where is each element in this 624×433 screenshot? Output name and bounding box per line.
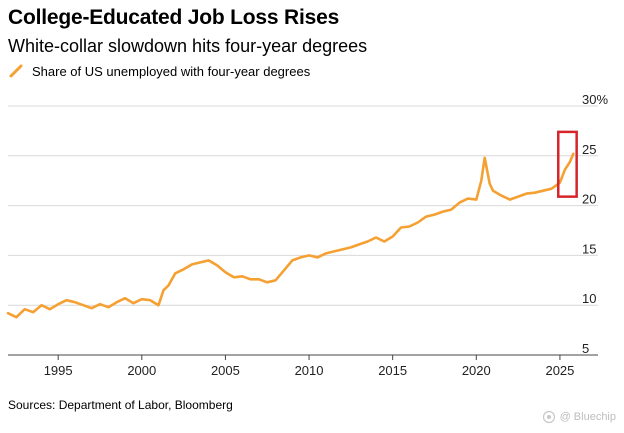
x-tick-label: 1995 [44, 363, 73, 378]
y-tick-label: 20 [582, 192, 596, 207]
highlight-box [557, 130, 578, 198]
x-tick-label: 2000 [127, 363, 156, 378]
legend-line-icon [9, 64, 23, 78]
x-tick-label: 2025 [545, 363, 574, 378]
watermark-logo-icon [542, 410, 555, 424]
legend: Share of US unemployed with four-year de… [8, 62, 310, 80]
legend-label: Share of US unemployed with four-year de… [32, 63, 311, 79]
x-tick-label: 2020 [462, 363, 491, 378]
y-tick-label: 30% [582, 92, 608, 107]
chart-title: College-Educated Job Loss Rises [8, 6, 340, 29]
y-tick-label: 25 [582, 142, 596, 157]
x-tick-label: 2010 [295, 363, 324, 378]
y-tick-label: 10 [582, 291, 596, 306]
watermark-text: @ Bluechip [559, 411, 616, 423]
chart-subtitle: White-collar slowdown hits four-year deg… [8, 36, 368, 56]
grid-layer [8, 105, 598, 360]
x-tick-label: 2005 [211, 363, 240, 378]
watermark: @ Bluechip [542, 410, 616, 424]
y-tick-label: 15 [582, 241, 596, 256]
source-note: Sources: Department of Labor, Bloomberg [8, 398, 233, 412]
annotation-layer [557, 130, 578, 198]
x-tick-label: 2015 [378, 363, 407, 378]
series-layer [6, 152, 575, 319]
y-tick-label: 5 [582, 341, 589, 356]
series-line [6, 152, 575, 319]
